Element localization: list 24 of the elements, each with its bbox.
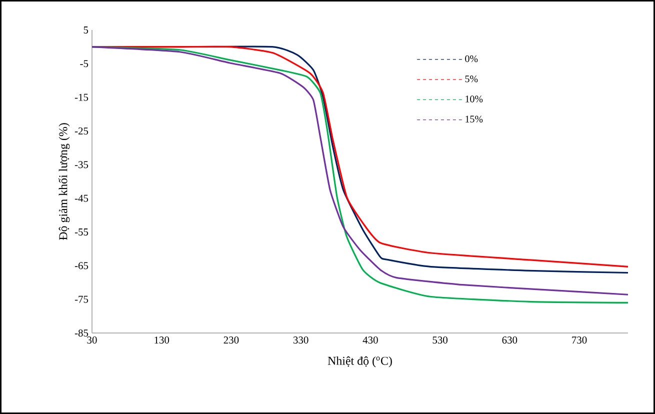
y-tick-label: -55 [74, 228, 88, 236]
y-tick-label: -75 [74, 296, 88, 303]
y-tick-label: -25 [74, 127, 88, 135]
legend-label: 15% [466, 116, 483, 122]
y-tick-label: -65 [74, 262, 88, 270]
x-tick-label: 430 [362, 336, 378, 344]
x-tick-label: 30 [87, 336, 97, 344]
y-tick-label: -5 [80, 60, 88, 68]
x-tick-label: 130 [154, 336, 170, 344]
legend-label: 10% [466, 96, 483, 102]
x-tick-label: 330 [293, 336, 308, 344]
x-tick-label: 630 [502, 336, 518, 344]
legend-label: 0% [465, 55, 478, 62]
x-axis-title: Nhiệt độ ($^{o}$C) [328, 356, 392, 368]
x-tick-label: 730 [572, 336, 587, 344]
y-tick-label: -85 [74, 329, 88, 337]
legend-label: 5% [465, 76, 478, 82]
y-axis-title: Độ giảm khối lượng (%) [58, 123, 70, 240]
x-tick-label: 230 [224, 336, 239, 344]
y-tick-label: 5 [84, 26, 88, 34]
y-tick-label: -45 [74, 194, 88, 202]
y-tick-label: -15 [74, 94, 88, 101]
y-tick-label: -35 [74, 161, 88, 168]
x-tick-label: 530 [432, 336, 448, 344]
